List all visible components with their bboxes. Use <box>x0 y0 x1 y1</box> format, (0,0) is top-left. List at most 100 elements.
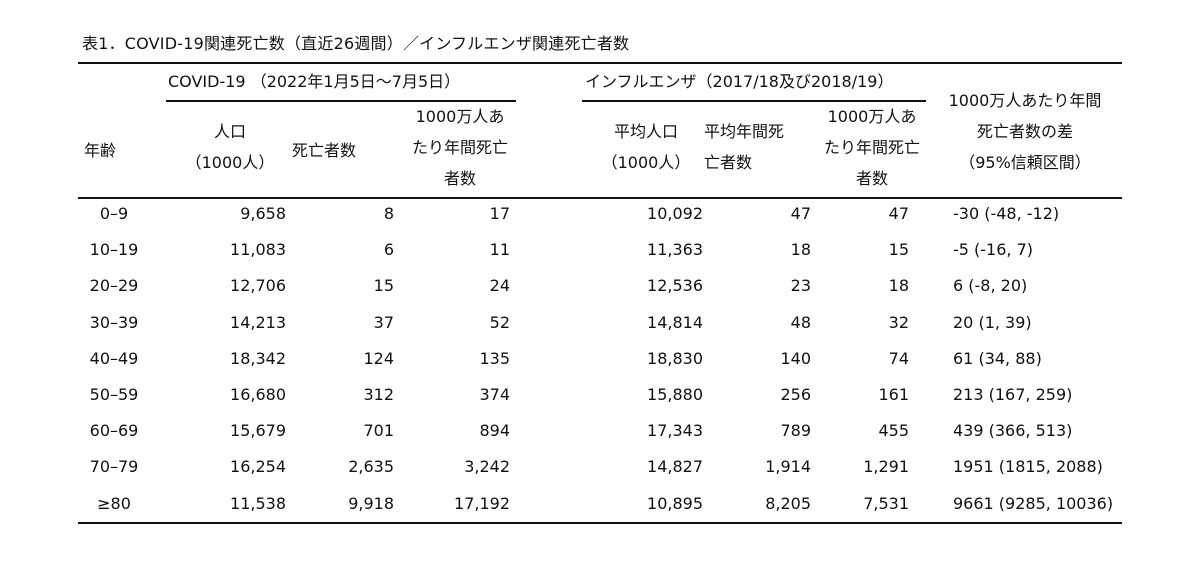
table-caption: 表1．COVID-19関連死亡数（直近26週間）／インフルエンザ関連死亡者数 <box>82 30 629 54</box>
cell-covid-rate: 135 <box>479 349 510 369</box>
cell-covid-deaths: 701 <box>363 421 394 441</box>
cell-age: 60–69 <box>84 421 144 441</box>
cell-flu-deaths: 23 <box>791 276 811 296</box>
cell-covid-deaths: 312 <box>363 385 394 405</box>
cell-age: 10–19 <box>84 240 144 260</box>
cell-flu-deaths: 48 <box>791 313 811 333</box>
cell-covid-population: 9,658 <box>240 204 286 224</box>
header-covid-group: COVID-19 （2022年1月5日〜7月5日） <box>168 72 460 92</box>
cell-covid-rate: 24 <box>490 276 510 296</box>
header-difference: 1000万人あたり年間 死亡者数の差 （95%信頼区間） <box>940 85 1110 178</box>
cell-covid-deaths: 9,918 <box>348 494 394 514</box>
cell-difference: 6 (-8, 20) <box>953 276 1027 296</box>
header-covid-rate-line2: たり年間死亡 <box>400 132 520 163</box>
cell-flu-rate: 74 <box>889 349 909 369</box>
cell-flu-deaths: 789 <box>780 421 811 441</box>
cell-difference: -5 (-16, 7) <box>953 240 1033 260</box>
cell-covid-population: 12,706 <box>230 276 286 296</box>
header-flu-population-line2: （1000人） <box>596 147 696 178</box>
cell-flu-deaths: 47 <box>791 204 811 224</box>
cell-covid-deaths: 37 <box>374 313 394 333</box>
header-flu-deaths-line2: 亡者数 <box>704 147 814 178</box>
cell-difference: 61 (34, 88) <box>953 349 1042 369</box>
cell-flu-population: 14,827 <box>647 457 703 477</box>
header-age: 年齢 <box>84 141 116 161</box>
cell-covid-deaths: 15 <box>374 276 394 296</box>
cell-difference: -30 (-48, -12) <box>953 204 1059 224</box>
header-covid-deaths: 死亡者数 <box>292 141 356 161</box>
cell-flu-rate: 47 <box>889 204 909 224</box>
cell-flu-deaths: 18 <box>791 240 811 260</box>
header-flu-population-line1: 平均人口 <box>596 116 696 147</box>
header-covid-rate: 1000万人あ たり年間死亡 者数 <box>400 101 520 194</box>
cell-age: 30–39 <box>84 313 144 333</box>
cell-covid-deaths: 2,635 <box>348 457 394 477</box>
header-flu-deaths: 平均年間死 亡者数 <box>704 116 814 178</box>
cell-covid-population: 18,342 <box>230 349 286 369</box>
cell-covid-rate: 52 <box>490 313 510 333</box>
cell-age: ≥80 <box>84 494 144 514</box>
header-flu-group: インフルエンザ（2017/18及び2018/19） <box>585 72 893 92</box>
cell-flu-rate: 7,531 <box>863 494 909 514</box>
header-flu-rate-line1: 1000万人あ <box>812 101 932 132</box>
cell-flu-population: 10,092 <box>647 204 703 224</box>
cell-flu-deaths: 256 <box>780 385 811 405</box>
cell-covid-rate: 3,242 <box>464 457 510 477</box>
cell-age: 70–79 <box>84 457 144 477</box>
cell-flu-deaths: 1,914 <box>765 457 811 477</box>
cell-difference: 20 (1, 39) <box>953 313 1032 333</box>
header-flu-rate-line2: たり年間死亡 <box>812 132 932 163</box>
cell-flu-population: 12,536 <box>647 276 703 296</box>
cell-covid-rate: 894 <box>479 421 510 441</box>
cell-covid-rate: 17 <box>490 204 510 224</box>
cell-flu-deaths: 8,205 <box>765 494 811 514</box>
header-covid-population-line2: （1000人） <box>180 147 280 178</box>
header-flu-rate-line3: 者数 <box>812 163 932 194</box>
header-covid-population-line1: 人口 <box>180 116 280 147</box>
cell-flu-rate: 32 <box>889 313 909 333</box>
cell-age: 40–49 <box>84 349 144 369</box>
cell-flu-rate: 18 <box>889 276 909 296</box>
cell-covid-deaths: 8 <box>384 204 394 224</box>
header-difference-line1: 1000万人あたり年間 <box>940 85 1110 116</box>
cell-covid-population: 16,680 <box>230 385 286 405</box>
cell-flu-deaths: 140 <box>780 349 811 369</box>
cell-age: 20–29 <box>84 276 144 296</box>
cell-covid-deaths: 124 <box>363 349 394 369</box>
cell-age: 50–59 <box>84 385 144 405</box>
cell-flu-rate: 455 <box>878 421 909 441</box>
header-difference-line3: （95%信頼区間） <box>940 147 1110 178</box>
cell-difference: 213 (167, 259) <box>953 385 1072 405</box>
header-flu-population: 平均人口 （1000人） <box>596 116 696 178</box>
header-difference-line2: 死亡者数の差 <box>940 116 1110 147</box>
header-covid-rate-line3: 者数 <box>400 163 520 194</box>
cell-covid-rate: 17,192 <box>454 494 510 514</box>
cell-covid-deaths: 6 <box>384 240 394 260</box>
header-covid-rate-line1: 1000万人あ <box>400 101 520 132</box>
cell-flu-population: 10,895 <box>647 494 703 514</box>
cell-covid-rate: 11 <box>490 240 510 260</box>
cell-flu-rate: 15 <box>889 240 909 260</box>
header-bottom-rule <box>78 197 1122 199</box>
cell-flu-population: 11,363 <box>647 240 703 260</box>
cell-flu-population: 15,880 <box>647 385 703 405</box>
cell-covid-population: 11,538 <box>230 494 286 514</box>
cell-covid-population: 16,254 <box>230 457 286 477</box>
cell-age: 0–9 <box>84 204 144 224</box>
cell-flu-population: 18,830 <box>647 349 703 369</box>
cell-difference: 9661 (9285, 10036) <box>953 494 1113 514</box>
cell-difference: 1951 (1815, 2088) <box>953 457 1103 477</box>
bottom-rule <box>78 522 1122 524</box>
header-flu-deaths-line1: 平均年間死 <box>704 116 814 147</box>
cell-covid-population: 14,213 <box>230 313 286 333</box>
cell-flu-rate: 1,291 <box>863 457 909 477</box>
cell-flu-population: 17,343 <box>647 421 703 441</box>
top-rule <box>78 62 1122 64</box>
cell-covid-rate: 374 <box>479 385 510 405</box>
cell-covid-population: 15,679 <box>230 421 286 441</box>
header-covid-population: 人口 （1000人） <box>180 116 280 178</box>
cell-covid-population: 11,083 <box>230 240 286 260</box>
header-flu-rate: 1000万人あ たり年間死亡 者数 <box>812 101 932 194</box>
cell-difference: 439 (366, 513) <box>953 421 1072 441</box>
cell-flu-population: 14,814 <box>647 313 703 333</box>
